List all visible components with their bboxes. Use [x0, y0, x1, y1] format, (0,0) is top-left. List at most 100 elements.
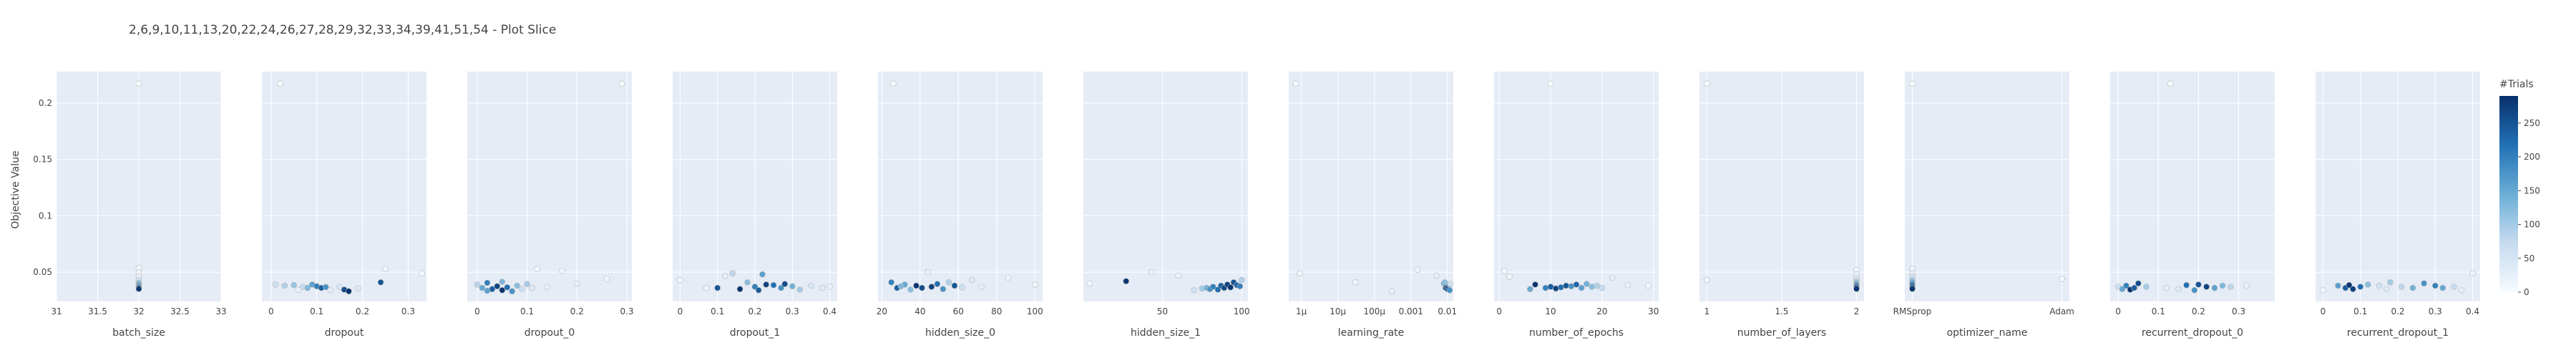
x-tick-label: 31: [51, 306, 62, 316]
data-point: [419, 270, 425, 277]
colorbar-tick-label: 0: [2524, 287, 2529, 297]
x-tick-label: 32: [133, 306, 144, 316]
subplot-dropout-0: 0 0.1 0.2 0.3 dropout_0: [467, 72, 634, 339]
x-tick-label: 0.1: [520, 306, 534, 316]
data-point: [968, 276, 975, 284]
data-point: [544, 284, 550, 290]
x-axis-title: hidden_size_0: [925, 327, 995, 339]
data-point: [1853, 286, 1860, 292]
data-point: [2451, 284, 2457, 290]
subplot-optimizer-name: RMSprop Adam optimizer_name: [1893, 72, 2074, 339]
data-point: [1578, 284, 1585, 291]
data-point: [327, 286, 334, 294]
data-point: [534, 266, 540, 272]
data-point: [945, 279, 952, 286]
data-point: [1624, 281, 1631, 289]
data-point: [2320, 286, 2326, 294]
data-point: [135, 80, 142, 87]
x-tick-label: 0: [2115, 306, 2121, 316]
data-point: [573, 280, 580, 287]
x-tick-label: 0.2: [570, 306, 584, 316]
data-point: [2195, 281, 2202, 288]
subplot-dropout-1: 0 0.1 0.2 0.3 0.4 dropout_1: [673, 72, 837, 339]
data-point: [934, 281, 941, 287]
data-point: [2243, 282, 2250, 289]
data-point: [2439, 284, 2446, 291]
data-point: [1589, 284, 1595, 290]
x-axis-title: number_of_layers: [1737, 327, 1827, 339]
subplot-number-of-epochs: 0 10 20 30 number_of_epochs: [1494, 72, 1659, 339]
x-tick-label: 0.2: [356, 306, 369, 316]
data-point: [897, 283, 904, 290]
x-tick-label: 0.1: [310, 306, 323, 316]
subplot-hidden-size-0: 20 40 60 80 100 hidden_size_0: [877, 72, 1043, 339]
data-point: [494, 283, 501, 290]
data-point: [1704, 80, 1710, 87]
x-tick-label: 32.5: [170, 306, 190, 316]
x-tick-label: 0.001: [1399, 306, 1423, 316]
data-point: [2219, 282, 2226, 289]
data-point: [499, 286, 506, 294]
data-point: [2191, 286, 2198, 294]
plot-area: [1289, 72, 1453, 301]
data-point: [1446, 286, 1453, 294]
data-point: [907, 286, 914, 293]
data-point: [2398, 284, 2405, 290]
data-point: [2364, 281, 2371, 288]
x-tick-label: 0.2: [2391, 306, 2404, 316]
data-point: [382, 266, 389, 272]
data-point: [978, 284, 985, 290]
data-point: [618, 80, 625, 87]
x-tick-label: 0.1: [711, 306, 724, 316]
subplot-recurrent-dropout-0: 0 0.1 0.2 0.3 recurrent_dropout_0: [2110, 72, 2275, 339]
data-point: [1547, 80, 1554, 87]
y-tick-label: 0.05: [33, 267, 52, 277]
x-tick-label: 0.3: [786, 306, 799, 316]
colorbar-tick-label: 150: [2524, 185, 2540, 195]
data-point: [1236, 283, 1244, 290]
data-point: [2421, 280, 2427, 287]
x-tick-label: 0: [268, 306, 274, 316]
y-tick-label: 0.15: [33, 155, 52, 165]
data-point: [796, 286, 803, 293]
data-point: [781, 281, 789, 287]
data-point: [714, 284, 721, 291]
plot-area: [262, 72, 426, 301]
data-point: [1909, 286, 1916, 292]
data-point: [1148, 268, 1155, 276]
plot-area: [1905, 72, 2069, 301]
subplot-number-of-layers: 1 1.5 2 number_of_layers: [1699, 72, 1864, 339]
data-point: [951, 282, 958, 289]
data-point: [808, 282, 814, 289]
x-tick-label: 0.2: [748, 306, 761, 316]
data-point: [514, 282, 521, 289]
x-tick-label: 0.3: [401, 306, 415, 316]
data-point: [291, 281, 298, 289]
colorbar-tick-label: 250: [2524, 118, 2540, 128]
data-point: [729, 270, 736, 277]
x-tick-label: 60: [953, 306, 964, 316]
data-point: [509, 288, 516, 295]
data-point: [603, 276, 610, 282]
colorbar: #Trials 0 50 100 150 200 250: [2499, 79, 2540, 297]
data-point: [336, 284, 343, 290]
data-point: [1433, 272, 1440, 279]
data-point: [826, 284, 833, 290]
data-point: [1086, 280, 1093, 287]
data-point: [295, 286, 302, 294]
data-point: [323, 284, 329, 291]
x-tick-label: 0.3: [620, 306, 633, 316]
data-point: [2357, 284, 2363, 290]
plot-area: [878, 72, 1043, 301]
data-point: [913, 282, 919, 289]
x-tick-label: 30: [1648, 306, 1659, 316]
data-point: [763, 281, 769, 288]
x-tick-label: 20: [1596, 306, 1607, 316]
x-tick-label: 50: [1157, 306, 1168, 316]
data-point: [1227, 284, 1234, 291]
x-axis-title: hidden_size_1: [1131, 327, 1201, 339]
data-point: [1352, 279, 1359, 286]
subplot-recurrent-dropout-1: 0 0.1 0.2 0.3 0.4 recurrent_dropout_1: [2316, 72, 2480, 339]
data-point: [2409, 284, 2416, 291]
data-point: [2432, 282, 2439, 289]
